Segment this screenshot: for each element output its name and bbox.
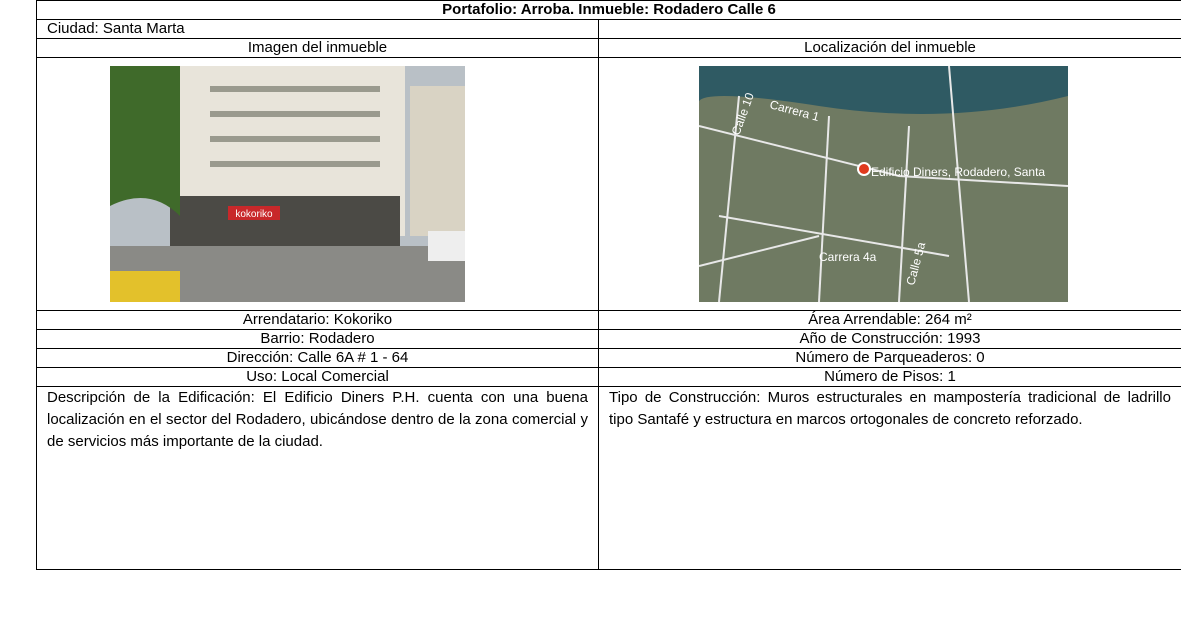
column-header: Imagen del inmueble: [36, 38, 599, 58]
sign: kokoriko: [235, 209, 273, 220]
cell: Año de Construcción: 1993: [598, 329, 1181, 349]
column-header: Localización del inmueble: [598, 38, 1181, 58]
cell: Área Arrendable: 264 m²: [598, 310, 1181, 330]
cell: Número de Pisos: 1: [598, 367, 1181, 387]
cell: Arrendatario: Kokoriko: [36, 310, 599, 330]
description: Descripción de la Edificación: El Edific…: [36, 386, 599, 570]
empty-cell: [598, 19, 1181, 39]
cell: Número de Parqueaderos: 0: [598, 348, 1181, 368]
cell: Barrio: Rodadero: [36, 329, 599, 349]
description: Tipo de Construcción: Muros estructurale…: [598, 386, 1181, 570]
cell: Dirección: Calle 6A # 1 - 64: [36, 348, 599, 368]
map-label: Carrera 4a: [819, 250, 877, 264]
photo: kokoriko: [110, 66, 465, 302]
map-cell: Edificio Diners, Rodadero, Santa Carrera…: [598, 57, 1181, 311]
cell: Uso: Local Comercial: [36, 367, 599, 387]
property-sheet: Portafolio: Arroba. Inmueble: Rodadero C…: [36, 0, 1181, 570]
map: Edificio Diners, Rodadero, Santa Carrera…: [699, 66, 1068, 302]
map-label: Edificio Diners, Rodadero, Santa: [871, 165, 1045, 179]
city: Ciudad: Santa Marta: [36, 19, 599, 39]
photo-cell: kokoriko: [36, 57, 599, 311]
title: Portafolio: Arroba. Inmueble: Rodadero C…: [36, 0, 1181, 20]
